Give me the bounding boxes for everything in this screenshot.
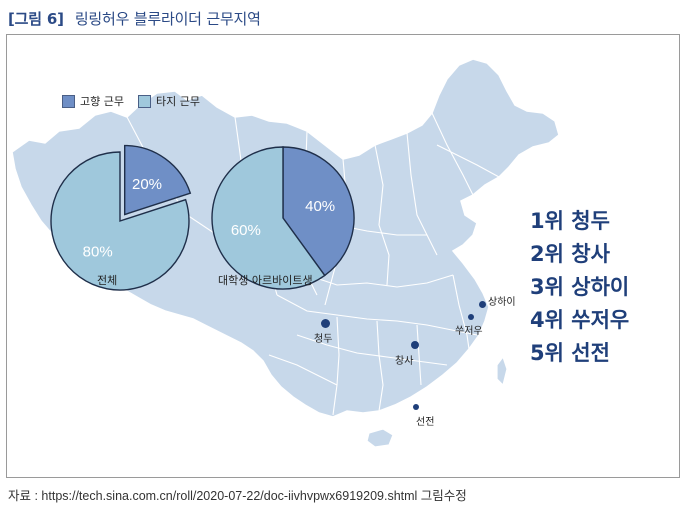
hainan-island-shape — [366, 428, 394, 448]
pie-slice — [50, 151, 190, 291]
legend-item-elsewhere: 타지 근무 — [137, 93, 200, 109]
legend-swatch-elsewhere — [137, 94, 151, 108]
ranking-item: 2위 창사 — [530, 242, 610, 266]
city-label-changsha: 창사 — [395, 356, 414, 367]
city-label-suzhou: 쑤저우 — [455, 326, 483, 337]
city-marker — [411, 341, 419, 349]
city-marker — [478, 300, 486, 308]
ranking-item: 3위 상하이 — [530, 275, 630, 299]
pie-charts: 20% 80% 40% 60% — [50, 144, 355, 291]
city-label-chengdu: 청두 — [314, 334, 333, 345]
legend-swatch-hometown — [62, 94, 75, 108]
city-marker — [468, 314, 474, 320]
city-label-shenzhen: 선전 — [416, 417, 435, 428]
source-caption: 자료 : https://tech.sina.com.cn/roll/2020-… — [8, 489, 467, 503]
legend-label-elsewhere: 타지 근무 — [155, 95, 200, 108]
pie-slice-label: 80% — [83, 244, 113, 261]
pie-legend: 고향 근무 타지 근무 — [62, 93, 214, 109]
legend-label-hometown: 고향 근무 — [80, 95, 124, 108]
pie-slice — [211, 146, 326, 290]
pie-title-students: 대학생 아르바이트생 — [218, 274, 313, 287]
figure-title: [그림 6] 링링허우 블루라이더 근무지역 — [8, 8, 261, 29]
city-ranking-list: 1위 청두 2위 창사 3위 상하이 4위 쑤저우 5위 선전 — [530, 205, 629, 370]
pie-title-overall: 전체 — [97, 274, 118, 287]
city-marker — [320, 318, 330, 328]
pie-chart-2: 40% 60% — [211, 146, 355, 290]
pie-slice — [124, 144, 192, 216]
pie-slice-label: 60% — [231, 222, 261, 239]
ranking-item: 5위 선전 — [530, 341, 610, 365]
city-marker — [413, 404, 419, 410]
ranking-item: 4위 쑤저우 — [530, 308, 630, 332]
figure-label: [그림 6] — [8, 10, 64, 28]
city-label-shanghai: 상하이 — [488, 297, 516, 308]
legend-item-hometown: 고향 근무 — [62, 93, 124, 109]
figure-frame: 20% 80% 40% 60% — [6, 34, 680, 478]
pie-slice-label: 20% — [132, 176, 162, 193]
figure-title-text: 링링허우 블루라이더 근무지역 — [74, 10, 261, 28]
pie-slice — [282, 146, 355, 277]
pie-chart-1: 20% 80% — [50, 144, 192, 291]
taiwan-island-shape — [496, 355, 508, 387]
ranking-item: 1위 청두 — [530, 209, 610, 233]
pie-slice-label: 40% — [305, 198, 335, 215]
